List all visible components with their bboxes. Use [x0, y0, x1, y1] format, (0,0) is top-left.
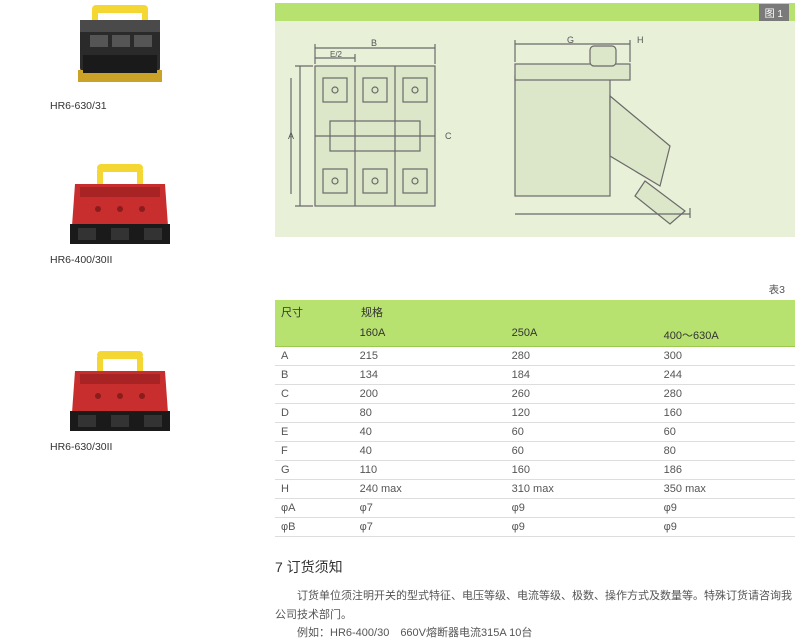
section-title: 7 订货须知 — [275, 557, 795, 577]
row-key: B — [275, 366, 354, 384]
col-header: 400～630A — [658, 324, 795, 346]
row-val: 280 — [506, 347, 658, 365]
product-image — [50, 0, 185, 95]
row-val: 310 max — [506, 480, 658, 498]
svg-text:A: A — [288, 131, 294, 141]
row-val: 110 — [354, 461, 506, 479]
row-val: 60 — [506, 423, 658, 441]
row-val: 280 — [658, 385, 795, 403]
col-header: 160A — [354, 324, 506, 346]
row-val: 240 max — [354, 480, 506, 498]
row-val: 260 — [506, 385, 658, 403]
row-val: φ7 — [354, 499, 506, 517]
row-val: 60 — [658, 423, 795, 441]
table-row: A215280300 — [275, 347, 795, 366]
row-val: φ9 — [658, 499, 795, 517]
row-key: C — [275, 385, 354, 403]
row-key: D — [275, 404, 354, 422]
svg-text:E/2: E/2 — [330, 50, 343, 59]
product-list: HR6-630/31 HR6-400/30II — [50, 0, 210, 471]
row-val: 80 — [354, 404, 506, 422]
row-key: E — [275, 423, 354, 441]
row-key: φA — [275, 499, 354, 517]
product-item: HR6-400/30II — [50, 154, 210, 266]
table-subhead-row: 160A 250A 400～630A — [275, 324, 795, 347]
row-val: 200 — [354, 385, 506, 403]
table-row: H240 max310 max350 max — [275, 480, 795, 499]
row-val: φ9 — [658, 518, 795, 536]
row-val: 40 — [354, 442, 506, 460]
right-column: 图 1 — [275, 3, 795, 643]
technical-diagram: B E/2 A C — [275, 21, 795, 237]
row-val: 244 — [658, 366, 795, 384]
row-val: 215 — [354, 347, 506, 365]
product-item: HR6-630/30II — [50, 341, 210, 453]
row-val: 184 — [506, 366, 658, 384]
row-val: 40 — [354, 423, 506, 441]
row-val: φ9 — [506, 499, 658, 517]
row-val: 350 max — [658, 480, 795, 498]
table-row: G110160186 — [275, 461, 795, 480]
table-row: C200260280 — [275, 385, 795, 404]
table-row: D80120160 — [275, 404, 795, 423]
row-key: G — [275, 461, 354, 479]
ordering-example: 例如：HR6-400/30 660V熔断器电流315A 10台 — [275, 624, 795, 643]
figure-label: 图 1 — [759, 4, 789, 21]
svg-text:B: B — [371, 38, 377, 48]
row-key: F — [275, 442, 354, 460]
row-key: φB — [275, 518, 354, 536]
svg-text:H: H — [637, 36, 644, 45]
row-key: H — [275, 480, 354, 498]
figure-header: 图 1 — [275, 3, 795, 21]
row-val: 134 — [354, 366, 506, 384]
svg-text:C: C — [445, 131, 452, 141]
product-image — [50, 341, 185, 436]
product-item: HR6-630/31 — [50, 0, 210, 112]
row-key: A — [275, 347, 354, 365]
table-row: F406080 — [275, 442, 795, 461]
row-val: 160 — [658, 404, 795, 422]
product-image — [50, 154, 185, 249]
table-caption: 表3 — [275, 282, 785, 297]
table-row: φBφ7φ9φ9 — [275, 518, 795, 537]
spec-header: 规格 — [355, 300, 389, 324]
row-val: φ9 — [506, 518, 658, 536]
row-val: φ7 — [354, 518, 506, 536]
svg-text:G: G — [567, 36, 574, 45]
ordering-text: 订货单位须注明开关的型式特征、电压等级、电流等级、极数、操作方式及数量等。特殊订… — [275, 587, 795, 624]
row-val: 300 — [658, 347, 795, 365]
spec-table: 尺寸 规格 160A 250A 400～630A A215280300B1341… — [275, 300, 795, 537]
col-header: 250A — [506, 324, 658, 346]
row-val: 120 — [506, 404, 658, 422]
table-row: E406060 — [275, 423, 795, 442]
table-row: B134184244 — [275, 366, 795, 385]
row-val: 186 — [658, 461, 795, 479]
row-val: 80 — [658, 442, 795, 460]
table-head-row: 尺寸 规格 — [275, 300, 795, 324]
table-row: φAφ7φ9φ9 — [275, 499, 795, 518]
row-val: 160 — [506, 461, 658, 479]
dim-header: 尺寸 — [275, 300, 355, 324]
row-val: 60 — [506, 442, 658, 460]
